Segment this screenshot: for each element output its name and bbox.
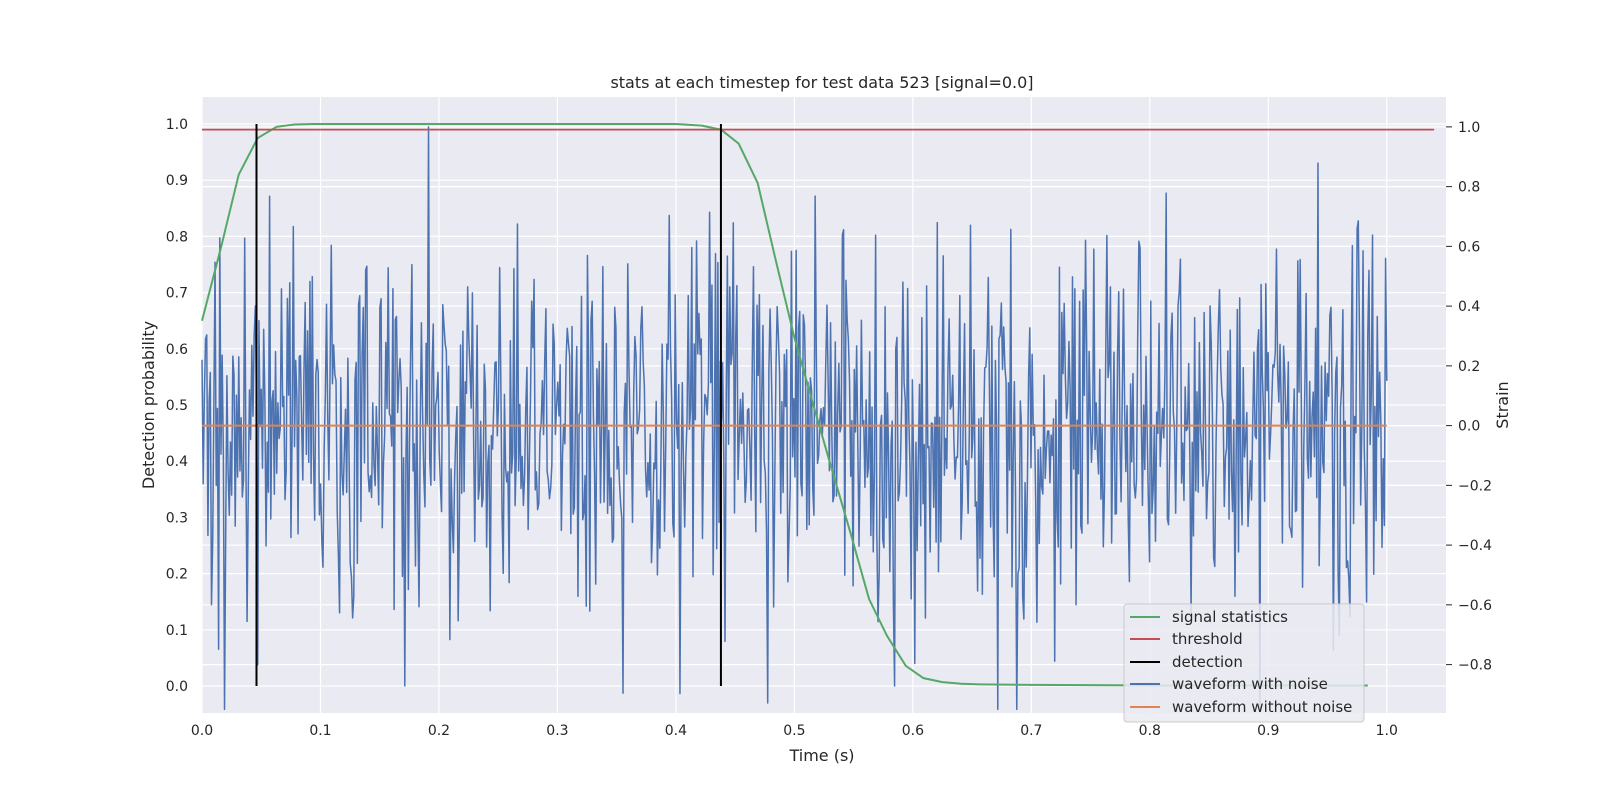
y-tick-label: 0.6: [166, 342, 188, 358]
x-tick-label: 0.6: [902, 723, 924, 739]
legend-label: waveform without noise: [1172, 698, 1352, 716]
y2-tick-label: 0.2: [1458, 359, 1480, 375]
legend-label: threshold: [1172, 630, 1243, 648]
y-tick-label: 0.7: [166, 286, 188, 302]
y2-tick-label: 1.0: [1458, 120, 1480, 136]
y-tick-label: 0.0: [166, 679, 188, 695]
legend-label: waveform with noise: [1172, 675, 1328, 693]
x-tick-label: 0.2: [428, 723, 450, 739]
legend-item-waveform-without-noise: waveform without noise: [1130, 698, 1352, 716]
y-tick-label: 1.0: [166, 117, 188, 133]
x-tick-label: 0.4: [665, 723, 687, 739]
x-tick-label: 0.1: [309, 723, 331, 739]
y-tick-label: 0.9: [166, 173, 188, 189]
legend-item-waveform-with-noise: waveform with noise: [1130, 675, 1328, 693]
x-tick-label: 0.8: [1139, 723, 1161, 739]
series-layer: [201, 122, 1435, 711]
series-waveform-with-noise: [201, 126, 1388, 711]
x-tick-label: 0.7: [1020, 723, 1042, 739]
y-tick-label: 0.5: [166, 398, 188, 414]
y2-tick-label: 0.4: [1458, 299, 1480, 315]
y2-tick-label: −0.8: [1458, 658, 1492, 674]
legend-label: signal statistics: [1172, 608, 1288, 626]
legend: signal statistics threshold detection wa…: [1123, 603, 1365, 723]
legend-label: detection: [1172, 653, 1243, 671]
y-axis-right: −0.8 −0.6 −0.4 −0.2 0.0 0.2 0.4 0.6 0.8 1.0: [1446, 120, 1492, 674]
x-tick-label: 0.3: [546, 723, 568, 739]
y-tick-label: 0.1: [166, 623, 188, 639]
x-axis-label: Time (s): [788, 746, 854, 765]
y2-tick-label: −0.2: [1458, 478, 1492, 494]
y2-tick-label: 0.6: [1458, 239, 1480, 255]
legend-item-signal-statistics: signal statistics: [1130, 608, 1288, 626]
x-tick-label: 0.9: [1257, 723, 1279, 739]
legend-item-detection: detection: [1130, 653, 1243, 671]
y2-tick-label: 0.8: [1458, 180, 1480, 196]
y-tick-label: 0.2: [166, 567, 188, 583]
chart-title: stats at each timestep for test data 523…: [610, 73, 1033, 92]
x-tick-label: 0.0: [191, 723, 213, 739]
x-axis: 0.0 0.1 0.2 0.3 0.4 0.5 0.6 0.7 0.8 0.9 1.0: [191, 723, 1398, 739]
y-axis-left: 0.0 0.1 0.2 0.3 0.4 0.5 0.6 0.7 0.8 0.9 1.0: [166, 117, 188, 695]
series-signal-statistics: [201, 122, 1368, 687]
y2-axis-label: Strain: [1493, 381, 1512, 428]
y-tick-label: 0.3: [166, 510, 188, 526]
y2-tick-label: 0.0: [1458, 419, 1480, 435]
y-axis-label: Detection probability: [139, 321, 158, 489]
legend-box: [1123, 603, 1365, 723]
y2-tick-label: −0.6: [1458, 598, 1492, 614]
x-tick-label: 1.0: [1376, 723, 1398, 739]
y-tick-label: 0.4: [166, 454, 188, 470]
legend-item-threshold: threshold: [1130, 630, 1243, 648]
y2-tick-label: −0.4: [1458, 538, 1492, 554]
x-tick-label: 0.5: [783, 723, 805, 739]
y-tick-label: 0.8: [166, 229, 188, 245]
